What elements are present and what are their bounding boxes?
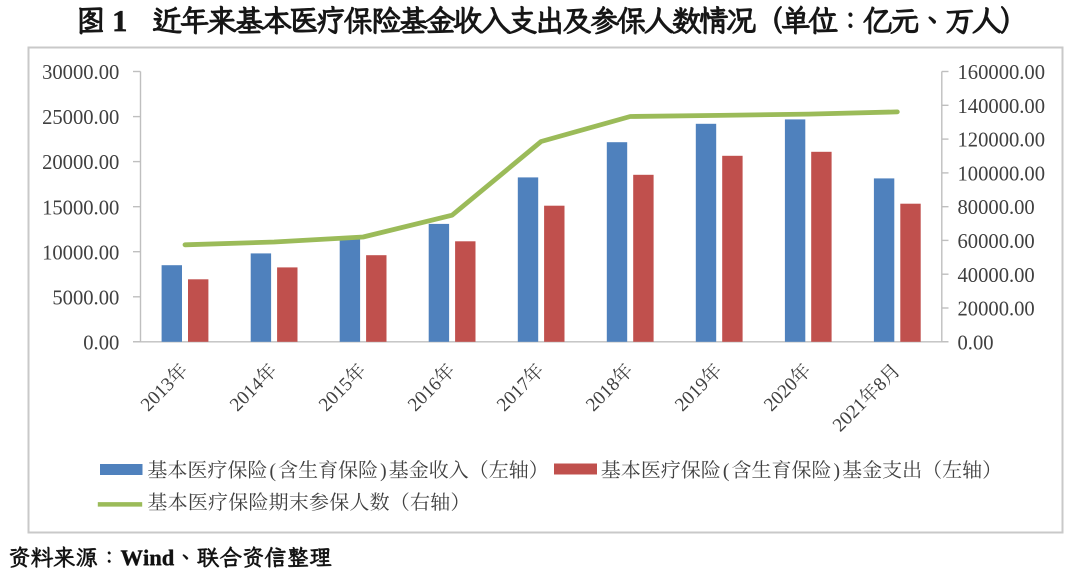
svg-text:25000.00: 25000.00 xyxy=(42,107,119,129)
svg-text:30000.00: 30000.00 xyxy=(42,62,119,84)
svg-text:5000.00: 5000.00 xyxy=(52,287,119,309)
svg-text:80000.00: 80000.00 xyxy=(958,197,1035,219)
svg-text:100000.00: 100000.00 xyxy=(958,164,1046,186)
svg-text:15000.00: 15000.00 xyxy=(42,197,119,219)
svg-text:20000.00: 20000.00 xyxy=(42,152,119,174)
svg-text:0.00: 0.00 xyxy=(83,332,119,354)
svg-text:140000.00: 140000.00 xyxy=(958,96,1046,118)
svg-text:120000.00: 120000.00 xyxy=(958,130,1046,152)
svg-text:20000.00: 20000.00 xyxy=(958,299,1035,321)
svg-text:10000.00: 10000.00 xyxy=(42,242,119,264)
svg-text:0.00: 0.00 xyxy=(958,332,994,354)
svg-text:160000.00: 160000.00 xyxy=(958,62,1046,84)
svg-text:40000.00: 40000.00 xyxy=(958,265,1035,287)
svg-text:60000.00: 60000.00 xyxy=(958,231,1035,253)
